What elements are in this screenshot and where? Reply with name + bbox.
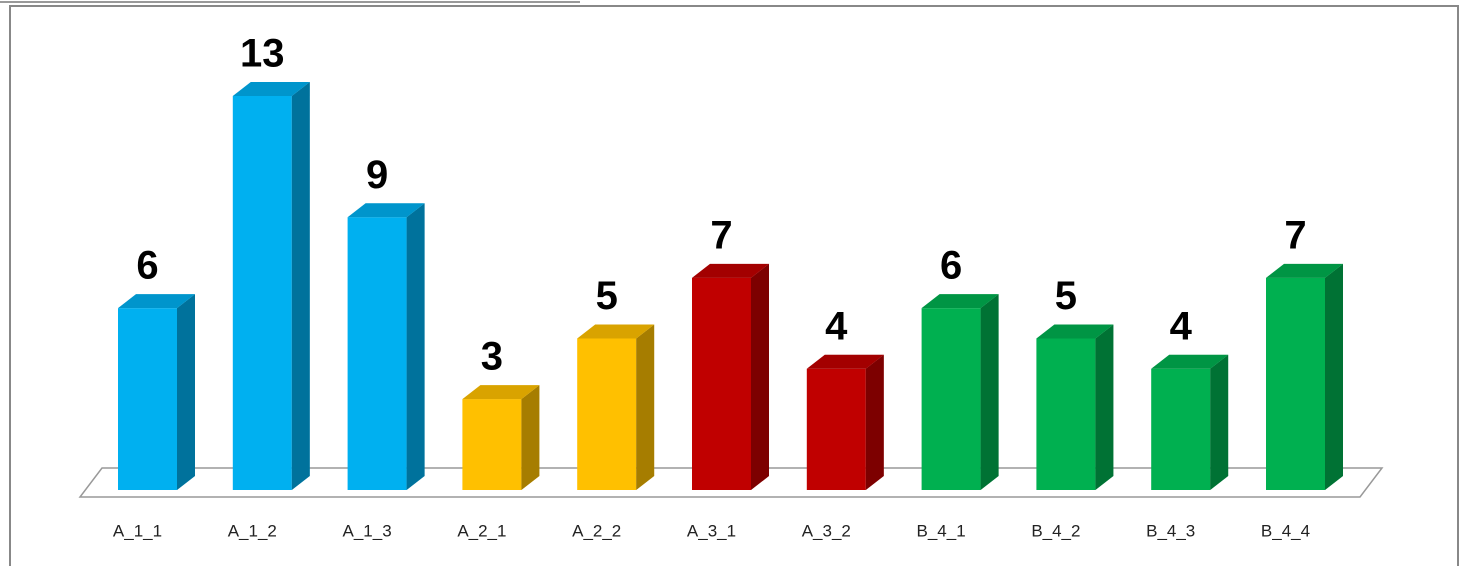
bar-front	[1036, 338, 1096, 490]
bar-front	[577, 338, 637, 490]
bar-side-shade	[980, 294, 999, 490]
bar-side-shade	[1325, 263, 1343, 490]
bar-side-shade	[177, 294, 195, 490]
bar-top	[1036, 324, 1114, 339]
x-tick-label: A_2_1	[457, 521, 506, 540]
x-tick-label: B_4_1	[917, 521, 966, 540]
bar-side-shade	[521, 385, 540, 490]
bar-top	[347, 203, 425, 218]
bar-top	[692, 263, 769, 278]
x-tick-label: A_1_1	[113, 521, 162, 540]
bar-top-shade	[232, 82, 310, 96]
bar-side	[1210, 354, 1229, 490]
bar-top	[806, 354, 884, 369]
x-tick-label: A_3_2	[802, 521, 851, 540]
bar-side-shade	[636, 324, 655, 490]
bar-side	[751, 263, 769, 490]
bar-side	[1325, 263, 1343, 490]
chart-frame	[9, 5, 1459, 566]
bar-side	[636, 324, 655, 490]
bar-top-shade	[921, 294, 999, 309]
bar-front	[692, 277, 751, 490]
bar-top-shade	[1036, 324, 1114, 339]
bar-top-shade	[118, 294, 195, 309]
value-label: 5	[596, 274, 618, 318]
bar-front	[1266, 277, 1325, 490]
bar-front	[1151, 368, 1211, 490]
bar-side	[1095, 324, 1114, 490]
value-label: 7	[710, 213, 732, 257]
bar-front	[921, 308, 981, 490]
x-tick-label: A_3_1	[687, 521, 736, 540]
bar-side	[177, 294, 195, 490]
value-label: 5	[1055, 274, 1077, 318]
bar-side-shade	[1210, 354, 1229, 490]
bar-side-shade	[406, 203, 425, 490]
bar-top	[232, 82, 310, 96]
value-label: 3	[481, 335, 503, 379]
bar-top-shade	[1266, 263, 1343, 278]
value-label: 4	[1170, 304, 1193, 348]
x-tick-label: A_1_3	[343, 521, 392, 540]
bar-side-shade	[291, 82, 310, 490]
value-label: 4	[825, 304, 848, 348]
bar-front	[462, 399, 522, 490]
bar-top-shade	[462, 385, 540, 400]
bar-top	[921, 294, 999, 309]
bar-side	[406, 203, 425, 490]
bar-top	[462, 385, 540, 400]
bar-top	[577, 324, 655, 339]
bar-top	[1266, 263, 1343, 278]
bar-side	[980, 294, 999, 490]
bar-front	[806, 368, 866, 490]
bar-side-shade	[751, 263, 769, 490]
bar-side-shade	[1095, 324, 1114, 490]
value-label: 7	[1284, 213, 1306, 257]
value-label: 6	[940, 244, 962, 288]
bar-top-shade	[692, 263, 769, 278]
x-tick-label: B_4_4	[1261, 521, 1310, 540]
bar-front	[347, 217, 407, 490]
x-tick-label: A_1_2	[228, 521, 277, 540]
bar-top-shade	[1151, 354, 1229, 369]
value-label: 13	[240, 32, 285, 76]
bar-side-shade	[865, 354, 884, 490]
x-tick-label: A_2_2	[572, 521, 621, 540]
value-label: 9	[366, 153, 388, 197]
bar-side	[291, 82, 310, 490]
bar-top	[118, 294, 195, 309]
bar-top-shade	[347, 203, 425, 218]
bar-top-shade	[806, 354, 884, 369]
bar-top	[1151, 354, 1229, 369]
bar-front	[118, 308, 177, 490]
bar-side	[521, 385, 540, 490]
value-label: 6	[136, 244, 158, 288]
bar-front	[232, 96, 292, 490]
bar-side	[865, 354, 884, 490]
bar-top-shade	[577, 324, 655, 339]
x-tick-label: B_4_2	[1031, 521, 1080, 540]
x-tick-label: B_4_3	[1146, 521, 1195, 540]
